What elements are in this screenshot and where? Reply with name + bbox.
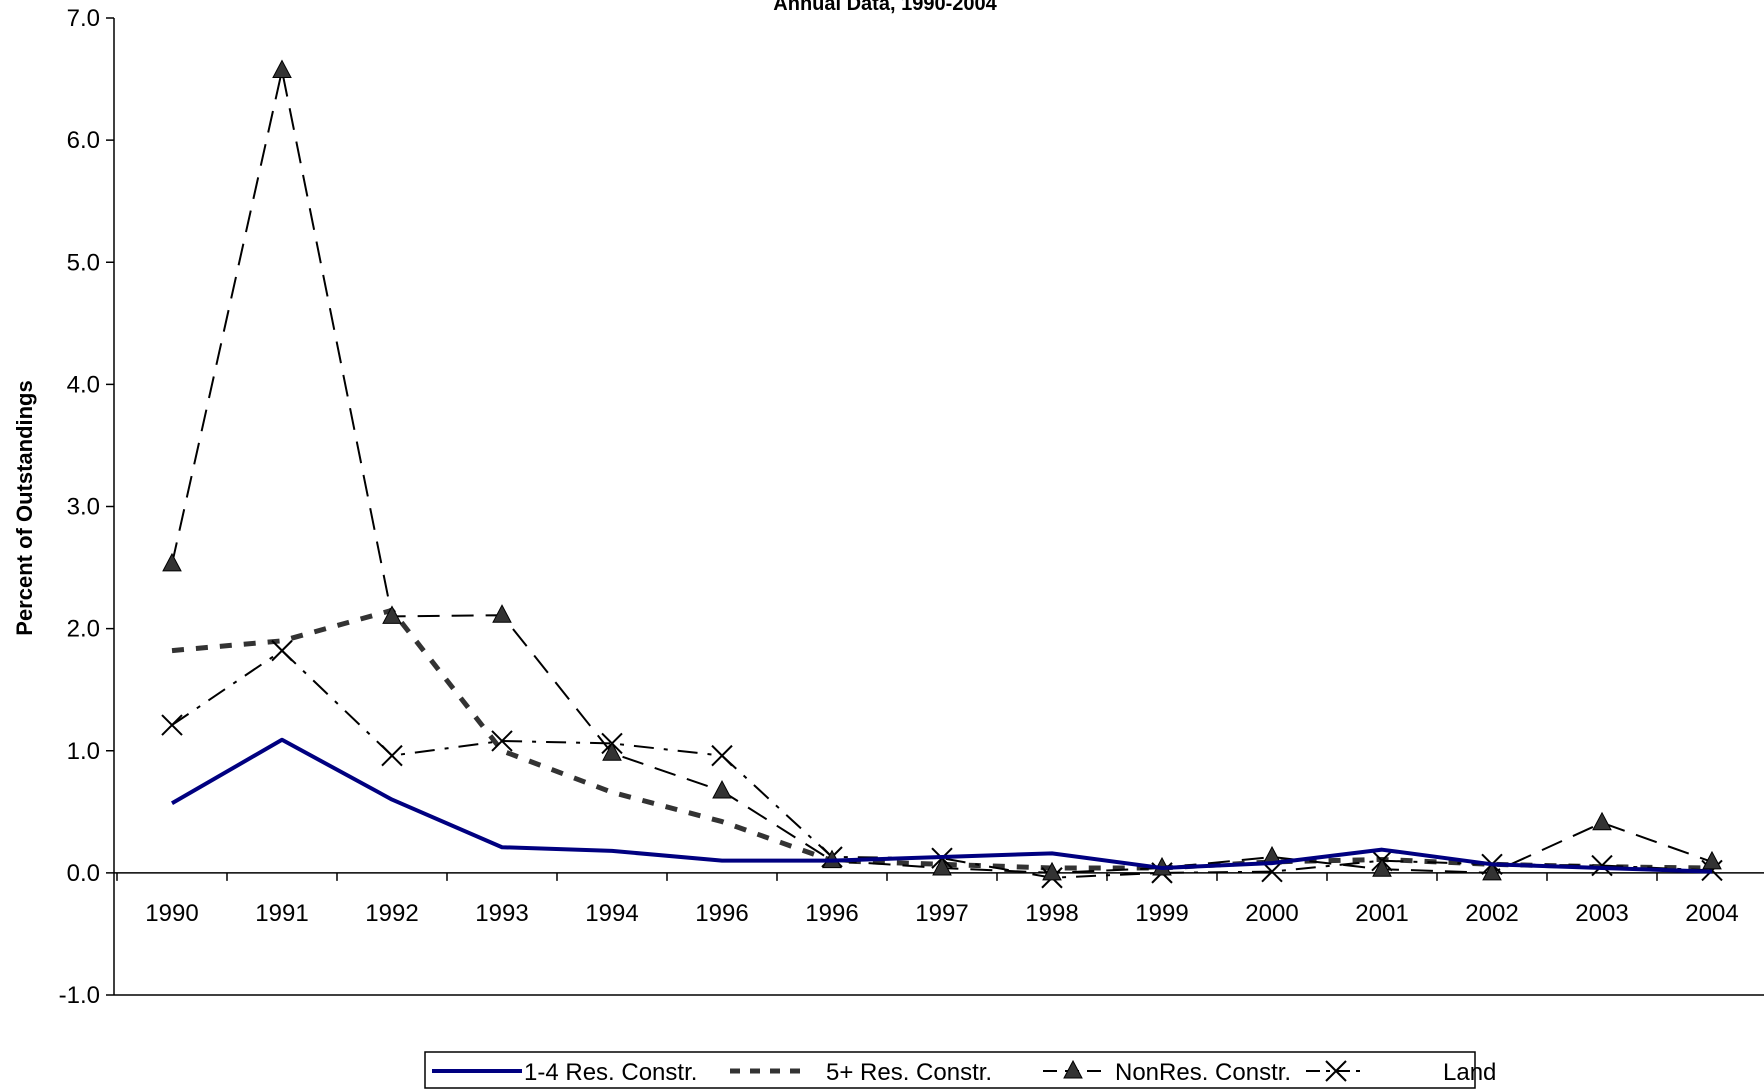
y-tick-label: 7.0	[67, 5, 100, 32]
data-point	[1482, 861, 1502, 881]
x-tick-label: 2001	[1355, 900, 1408, 927]
legend-entry: 5+ Res. Constr.	[730, 1059, 992, 1086]
y-tick-label: 0.0	[67, 860, 100, 887]
chart-title: Annual Data, 1990-2004	[773, 0, 997, 15]
series-1-4-res-constr-	[171, 737, 1713, 874]
x-tick-label: 1996	[695, 900, 748, 927]
legend-label: 5+ Res. Constr.	[826, 1059, 992, 1086]
x-tick-label: 2003	[1575, 900, 1628, 927]
x-tick-label: 2004	[1685, 900, 1738, 927]
data-point	[712, 779, 732, 799]
data-point	[1591, 854, 1613, 877]
plot-area	[113, 18, 1764, 996]
series-line	[171, 607, 1713, 871]
data-point	[1042, 861, 1062, 881]
data-point	[1372, 858, 1392, 877]
series-line	[171, 737, 1713, 874]
x-tick-label: 1994	[585, 900, 638, 927]
data-point	[162, 552, 182, 572]
series-line	[171, 69, 1713, 874]
data-point	[161, 714, 183, 736]
data-point	[491, 730, 513, 752]
series-line	[171, 649, 1713, 879]
series-nonres-constr-	[162, 59, 1722, 881]
data-point	[1592, 811, 1612, 831]
series-land	[161, 639, 1723, 889]
data-point	[932, 856, 952, 876]
legend-box	[424, 1051, 1476, 1089]
y-tick-label: 2.0	[67, 616, 100, 643]
x-tick-label: 1991	[255, 900, 308, 927]
y-tick-label: -1.0	[59, 982, 100, 1009]
legend-label: Land	[1443, 1059, 1496, 1086]
data-point	[381, 744, 403, 767]
y-tick-label: 6.0	[67, 127, 100, 154]
legend-marker	[1325, 1060, 1347, 1082]
x-tick-label: 1992	[365, 900, 418, 927]
legend-marker	[1063, 1059, 1083, 1079]
x-tick-label: 1996	[805, 900, 858, 927]
y-tick-label: 1.0	[67, 738, 100, 765]
x-tick-label: 2000	[1245, 900, 1298, 927]
y-tick-label: 3.0	[67, 494, 100, 521]
x-tick-label: 1990	[145, 900, 198, 927]
legend: 1-4 Res. Constr. 5+ Res. Constr. NonRes. C…	[424, 1051, 1496, 1089]
data-point	[272, 59, 292, 79]
x-tick-label: 1998	[1025, 900, 1078, 927]
data-point	[711, 744, 733, 767]
legend-entry: NonRes. Constr.	[1043, 1059, 1291, 1086]
x-tick-label: 1997	[915, 900, 968, 927]
legend-entry: Land	[1306, 1059, 1496, 1086]
legend-label: NonRes. Constr.	[1115, 1059, 1291, 1086]
series-layer	[161, 59, 1723, 889]
y-tick-label: 4.0	[67, 371, 100, 398]
x-tick-label: 1999	[1135, 900, 1188, 927]
data-point	[1702, 850, 1722, 870]
data-point	[382, 605, 402, 624]
series-5-res-constr-	[171, 607, 1713, 871]
axes: -1.0 0.0 1.0 2.0 3.0 4.0 5.0 6.0 7.0 1990 1991 1992…	[59, 5, 1764, 1009]
data-point	[492, 604, 512, 623]
y-tick-label: 5.0	[67, 249, 100, 276]
data-point	[602, 742, 622, 761]
x-tick-label: 2002	[1465, 900, 1518, 927]
x-tick-label: 1993	[475, 900, 528, 927]
data-point	[271, 639, 293, 662]
legend-label: 1-4 Res. Constr.	[524, 1059, 697, 1086]
y-axis-title: Percent of Outstandings	[12, 380, 37, 635]
legend-entry: 1-4 Res. Constr.	[432, 1059, 697, 1086]
